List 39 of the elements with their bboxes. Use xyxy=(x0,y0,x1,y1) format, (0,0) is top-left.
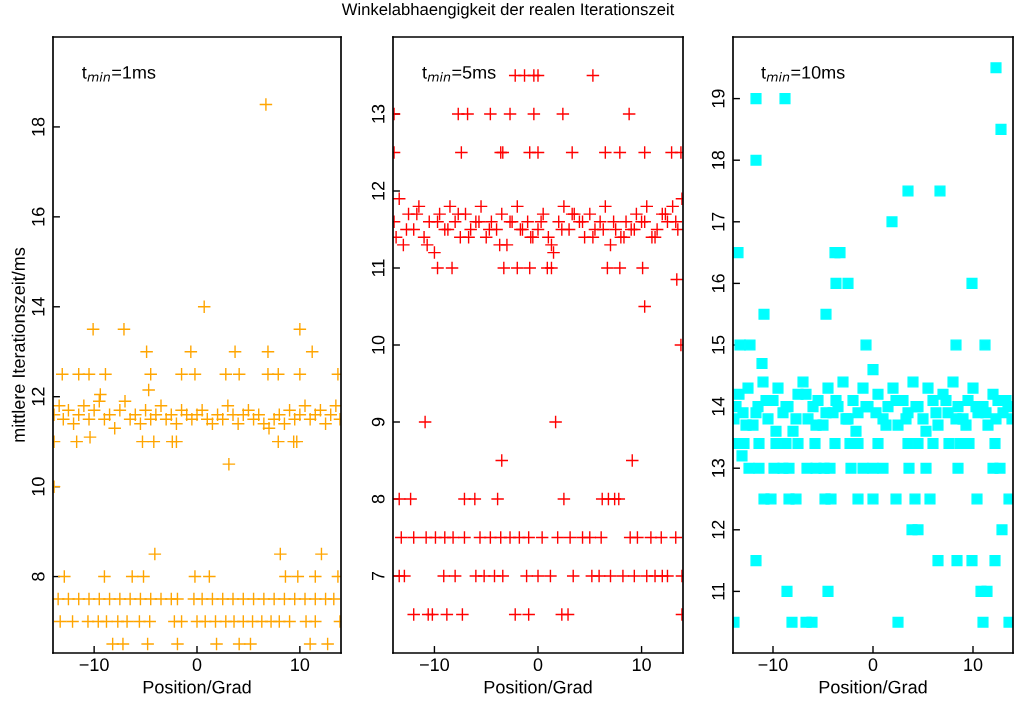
y-tick-label: 11 xyxy=(711,582,725,600)
x-axis-title: Position/Grad xyxy=(819,680,927,694)
annotation: t$_{min}$=10ms xyxy=(761,65,845,82)
x-axis-title: Position/Grad xyxy=(484,680,592,694)
y-tick-label: 11 xyxy=(371,259,385,276)
y-tick-label: 8 xyxy=(31,572,45,581)
y-tick-label: 12 xyxy=(371,181,385,200)
y-tick-label: 16 xyxy=(31,207,45,226)
y-tick-label: 13 xyxy=(371,104,385,123)
y-tick-label: 10 xyxy=(31,477,45,496)
annotation: t$_{min}$=5ms xyxy=(422,66,496,82)
y-tick-label: 14 xyxy=(31,297,45,316)
y-tick-label: 8 xyxy=(371,494,385,504)
x-tick-label: 10 xyxy=(632,658,651,672)
y-tick-label: 15 xyxy=(711,335,725,354)
y-tick-label: 7 xyxy=(371,571,385,581)
chart-title: Winkelabhaengigkeit der realen Iterationszeit xyxy=(341,2,675,19)
y-tick-label: 14 xyxy=(711,397,725,416)
x-tick-label: 0 xyxy=(192,658,202,672)
y-tick-label: 13 xyxy=(711,458,725,477)
y-tick-label: 12 xyxy=(31,387,45,406)
y-tick-label: 12 xyxy=(711,520,725,539)
y-tick-label: 10 xyxy=(371,335,385,354)
x-tick-label: 0 xyxy=(868,658,878,672)
x-tick-label: −10 xyxy=(758,658,788,672)
annotation: t$_{min}$=1ms xyxy=(82,66,156,82)
y-tick-label: 18 xyxy=(711,150,725,169)
x-axis-title: Position/Grad xyxy=(143,680,251,694)
y-tick-label: 17 xyxy=(711,212,725,231)
x-tick-label: 10 xyxy=(964,658,983,672)
x-tick-label: −10 xyxy=(420,658,450,672)
x-tick-label: 0 xyxy=(533,658,543,672)
x-tick-label: 10 xyxy=(291,658,310,672)
y-tick-label: 16 xyxy=(711,274,725,293)
y-tick-label: 18 xyxy=(31,117,45,136)
x-tick-label: −10 xyxy=(79,658,109,672)
y-tick-label: 9 xyxy=(371,417,385,427)
y-axis-title: mittlere Iterationszeit/ms xyxy=(11,247,25,442)
y-tick-label: 19 xyxy=(711,89,725,108)
